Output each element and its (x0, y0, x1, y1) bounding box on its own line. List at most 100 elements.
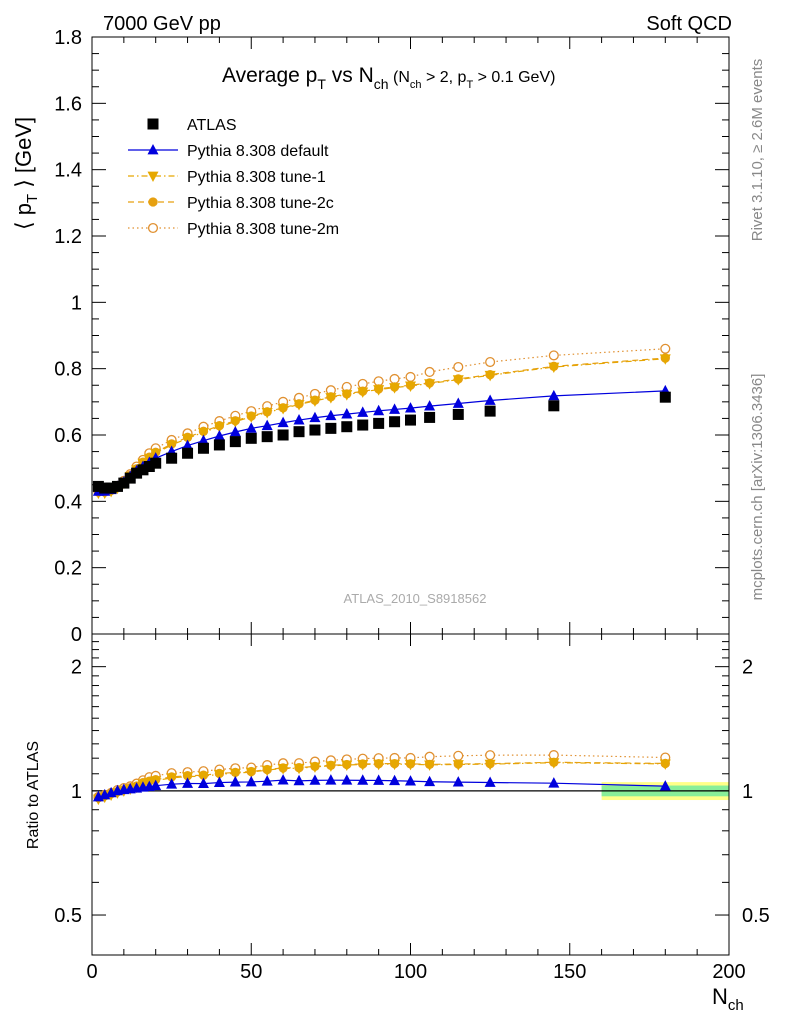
point-atlas-7 (137, 464, 149, 476)
ratio-point-pythia-8.308-default-24 (389, 774, 401, 786)
point-pythia-8.308-tune-2m-30 (660, 343, 671, 354)
y-tick-label-1: 1 (71, 292, 82, 314)
ratio-point-pythia-8.308-default-14 (229, 776, 241, 787)
ratio-point-pythia-8.308-tune-1-29 (548, 758, 560, 769)
ratio-point-pythia-8.308-default-10 (166, 778, 178, 789)
point-atlas-23 (373, 417, 385, 429)
ratio-point-pythia-8.308-default-28 (484, 776, 496, 787)
point-pythia-8.308-default-20 (325, 409, 337, 421)
point-atlas-11 (182, 447, 194, 459)
y-tick-label-1.4: 1.4 (54, 160, 82, 182)
x-axis-label-sub: ch (728, 997, 744, 1014)
point-atlas-18 (293, 426, 305, 438)
point-pythia-8.308-default-27 (452, 397, 464, 408)
point-atlas-10 (166, 452, 178, 464)
legend-marker-3 (148, 197, 158, 207)
y-axis-label-text: ⟨ pT ⟩ [GeV] (11, 117, 41, 230)
point-pythia-8.308-tune-1-27 (452, 375, 464, 386)
main-line-pythia-8.308-default (98, 390, 666, 492)
ratio-point-pythia-8.308-default-16 (261, 775, 273, 786)
point-pythia-8.308-tune-2m-24 (389, 373, 400, 384)
y-tick-label-0.4: 0.4 (54, 491, 82, 513)
ratio-point-pythia-8.308-tune-2m-28 (485, 750, 496, 761)
point-atlas-2 (105, 482, 117, 494)
point-pythia-8.308-tune-1-18 (293, 400, 305, 411)
ratio-point-pythia-8.308-default-27 (452, 776, 464, 787)
y-tick-label-1.8: 1.8 (54, 27, 82, 49)
x-tick-label-100: 100 (394, 961, 427, 983)
chart-title: Average pT vs Nch (Nch > 2, pT > 0.1 GeV… (222, 64, 555, 92)
point-pythia-8.308-default-12 (197, 434, 209, 446)
point-pythia-8.308-tune-2m-25 (405, 371, 416, 383)
point-pythia-8.308-default-25 (405, 402, 416, 413)
point-atlas-0 (92, 480, 104, 492)
y-tick-label-1.6: 1.6 (54, 93, 82, 115)
point-atlas-16 (261, 431, 273, 443)
point-atlas-13 (213, 439, 225, 451)
ratio-y-tick-right-0.5: 0.5 (742, 905, 770, 927)
point-atlas-24 (389, 416, 401, 428)
ratio-y-axis-label: Ratio to ATLAS (25, 741, 42, 849)
y-tick-label-0.2: 0.2 (54, 558, 82, 580)
legend-label-4: Pythia 8.308 tune-2m (187, 221, 339, 238)
ratio-y-tick-right-2: 2 (742, 657, 753, 679)
legend-marker-0 (147, 118, 159, 130)
legend-label-2: Pythia 8.308 tune-1 (187, 169, 326, 186)
ratio-point-pythia-8.308-default-11 (182, 777, 194, 788)
point-pythia-8.308-default-24 (389, 403, 401, 414)
point-atlas-26 (424, 411, 436, 423)
point-pythia-8.308-tune-1-21 (341, 390, 353, 401)
legend-label-3: Pythia 8.308 tune-2c (187, 195, 334, 212)
point-pythia-8.308-tune-1-26 (424, 379, 436, 390)
point-pythia-8.308-default-23 (373, 404, 385, 416)
point-atlas-25 (405, 414, 416, 426)
analysis-watermark: ATLAS_2010_S8918562 (344, 591, 487, 606)
legend-marker-4 (147, 222, 159, 234)
ratio-point-pythia-8.308-tune-1-21 (341, 760, 353, 772)
ratio-y-tick-right-1: 1 (742, 781, 753, 803)
point-pythia-8.308-default-13 (213, 429, 225, 441)
legend-marker-2 (147, 171, 159, 183)
point-pythia-8.308-default-15 (245, 422, 257, 433)
point-pythia-8.308-tune-1-11 (182, 433, 194, 445)
point-pythia-8.308-tune-1-16 (261, 408, 273, 419)
y-tick-label-0.6: 0.6 (54, 425, 82, 447)
point-pythia-8.308-default-11 (182, 439, 194, 451)
point-pythia-8.308-default-14 (229, 425, 241, 437)
ratio-point-pythia-8.308-tune-1-27 (452, 760, 464, 771)
ratio-point-pythia-8.308-tune-1-17 (277, 764, 289, 775)
point-atlas-9 (150, 457, 162, 469)
point-pythia-8.308-default-28 (484, 394, 496, 405)
ratio-point-pythia-8.308-default-22 (357, 774, 369, 785)
x-tick-label-50: 50 (240, 961, 262, 983)
ratio-point-pythia-8.308-default-25 (405, 775, 416, 786)
y-tick-label-0.8: 0.8 (54, 359, 82, 381)
point-pythia-8.308-tune-1-28 (484, 370, 496, 382)
point-pythia-8.308-tune-1-24 (389, 383, 401, 394)
point-pythia-8.308-tune-1-22 (357, 387, 369, 398)
point-pythia-8.308-default-21 (341, 408, 353, 419)
legend-label-1: Pythia 8.308 default (187, 143, 329, 160)
point-atlas-27 (452, 408, 464, 420)
point-atlas-28 (484, 405, 496, 417)
ratio-point-pythia-8.308-tune-1-25 (405, 759, 416, 771)
point-pythia-8.308-tune-1-23 (373, 385, 385, 396)
point-pythia-8.308-tune-2m-29 (548, 350, 559, 361)
point-atlas-5 (124, 472, 136, 484)
ratio-point-pythia-8.308-default-23 (373, 774, 385, 785)
ratio-point-pythia-8.308-tune-1-24 (389, 759, 401, 771)
ratio-point-pythia-8.308-tune-2m-27 (453, 750, 464, 761)
point-pythia-8.308-default-17 (277, 416, 289, 428)
point-atlas-22 (357, 419, 369, 431)
ratio-point-pythia-8.308-tune-1-19 (309, 762, 321, 773)
point-atlas-17 (277, 429, 289, 441)
legend-marker-1 (147, 143, 159, 155)
point-pythia-8.308-default-16 (261, 419, 273, 431)
point-atlas-20 (325, 422, 337, 434)
point-pythia-8.308-tune-1-12 (197, 427, 209, 439)
point-atlas-30 (659, 391, 671, 403)
ratio-point-pythia-8.308-default-9 (150, 779, 162, 791)
ratio-point-pythia-8.308-tune-1-22 (357, 760, 369, 771)
point-atlas-29 (548, 400, 560, 412)
